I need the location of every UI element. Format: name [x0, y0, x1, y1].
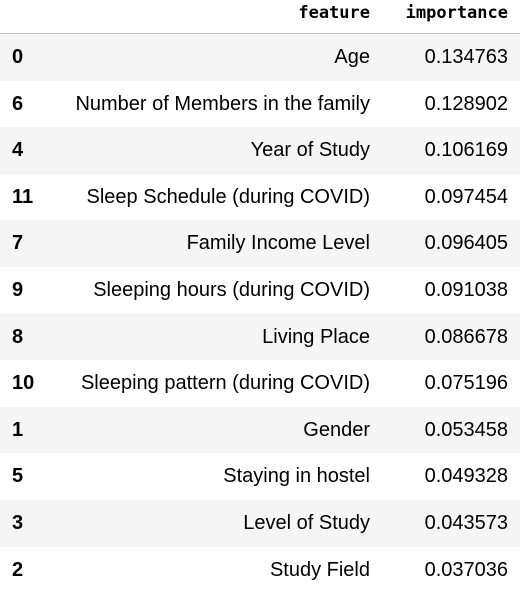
row-index: 1 — [12, 418, 24, 441]
table-row: 6 Number of Members in the family 0.128902 — [0, 81, 520, 128]
feature-cell: Staying in hostel — [223, 465, 370, 488]
row-index: 2 — [12, 558, 24, 581]
importance-cell: 0.128902 — [424, 92, 508, 115]
importance-cell: 0.043573 — [424, 512, 508, 534]
importance-cell: 0.075196 — [424, 372, 508, 395]
importance-cell: 0.134763 — [424, 46, 508, 68]
feature-cell: Study Field — [269, 558, 370, 581]
importance-cell: 0.086678 — [424, 325, 508, 348]
table-row: 5 Staying in hostel 0.049328 — [0, 453, 520, 500]
importance-cell: 0.106169 — [424, 139, 508, 162]
feature-cell: Sleeping hours (during COVID) — [93, 279, 370, 301]
row-index: 0 — [12, 46, 24, 68]
column-header: feature — [298, 3, 370, 23]
row-index: 9 — [12, 279, 24, 301]
table-row: 4 Year of Study 0.106169 — [0, 127, 520, 174]
importance-cell: 0.049328 — [424, 465, 508, 488]
row-index: 11 — [12, 185, 34, 208]
row-index: 8 — [12, 325, 24, 348]
importance-cell: 0.037036 — [424, 558, 508, 581]
row-index: 5 — [12, 465, 24, 488]
table-row: 3 Level of Study 0.043573 — [0, 500, 520, 547]
table-row: 7 Family Income Level 0.096405 — [0, 220, 520, 267]
feature-cell: Level of Study — [243, 512, 370, 534]
importance-cell: 0.097454 — [424, 185, 508, 208]
column-header: importance — [405, 3, 508, 23]
table-row: 8 Living Place 0.086678 — [0, 313, 520, 361]
row-index: 4 — [12, 139, 24, 162]
feature-cell: Sleeping pattern (during COVID) — [80, 372, 370, 395]
table-row: 2 Study Field 0.037036 — [0, 547, 520, 594]
header-row: feature importance — [0, 0, 520, 34]
row-index: 6 — [12, 92, 24, 115]
importance-cell: 0.053458 — [424, 418, 508, 441]
table-row: 1 Gender 0.053458 — [0, 406, 520, 454]
table-row: 10 Sleeping pattern (during COVID) 0.07519… — [0, 360, 520, 407]
feature-cell: Living Place — [262, 325, 370, 348]
feature-cell: Family Income Level — [186, 232, 370, 255]
row-index: 10 — [12, 372, 35, 395]
table-row: 0 Age 0.134763 — [0, 34, 520, 81]
row-index: 7 — [12, 232, 24, 255]
feature-cell: Number of Members in the family — [75, 92, 370, 115]
feature-cell: Sleep Schedule (during COVID) — [86, 185, 370, 208]
table-row: 9 Sleeping hours (during COVID) 0.091038 — [0, 267, 520, 314]
feature-cell: Gender — [303, 418, 370, 441]
row-index: 3 — [12, 512, 24, 534]
importance-cell: 0.096405 — [424, 232, 508, 255]
importance-cell: 0.091038 — [424, 279, 508, 301]
table-row: 11 Sleep Schedule (during COVID) 0.097454 — [0, 174, 520, 221]
feature-cell: Year of Study — [250, 139, 370, 162]
feature-cell: Age — [334, 46, 370, 68]
